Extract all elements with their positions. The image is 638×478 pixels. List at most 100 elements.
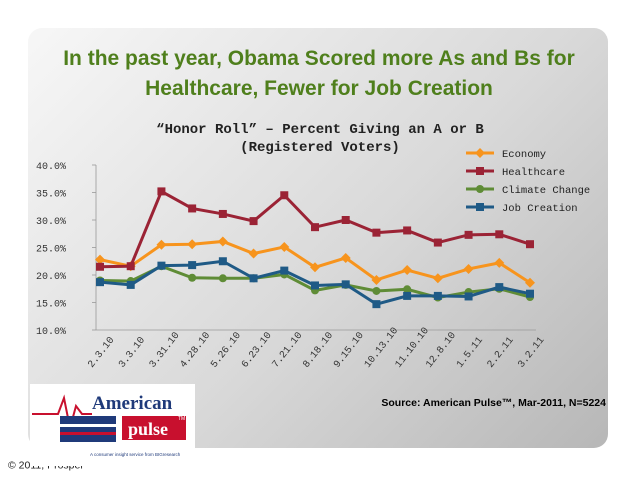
data-point <box>403 285 412 294</box>
series-job-creation <box>96 257 534 309</box>
x-tick-label: 9.15.10 <box>332 331 367 371</box>
data-point <box>494 257 505 268</box>
data-point <box>371 274 382 285</box>
data-point <box>525 277 535 288</box>
data-point <box>372 286 381 295</box>
y-axis: 40.0% 35.0% 30.0% 25.0% 20.0% 15.0% 10.0% <box>36 162 97 338</box>
data-point <box>280 266 289 275</box>
data-point <box>495 283 504 292</box>
y-tick-label: 15.0% <box>36 300 66 311</box>
data-point <box>218 257 227 266</box>
legend-item: Healthcare <box>466 167 565 179</box>
x-tick-label: 4.28.10 <box>179 331 214 371</box>
logo-word-pulse: pulse <box>128 419 168 439</box>
y-tick-label: 10.0% <box>36 327 66 338</box>
x-tick-label: 1.5.11 <box>455 335 486 370</box>
data-point <box>126 262 135 271</box>
data-point <box>464 230 473 239</box>
legend: Economy Healthcare Climate Change Job Creat… <box>466 148 590 215</box>
data-point <box>526 240 534 249</box>
american-pulse-logo: American pulse TM A consumer insight ser… <box>30 384 195 466</box>
y-tick-label: 30.0% <box>36 217 66 228</box>
data-point <box>217 236 228 247</box>
x-tick-label: 7.21.10 <box>271 331 306 371</box>
data-point <box>279 241 290 252</box>
data-point <box>464 292 473 301</box>
data-point <box>495 230 504 239</box>
chart-title-line-1: “Honor Roll” – Percent Giving an A or B <box>156 122 484 138</box>
data-point <box>249 274 258 283</box>
data-point <box>188 204 197 213</box>
y-tick-label: 25.0% <box>36 245 66 256</box>
legend-label: Climate Change <box>502 185 590 197</box>
data-point <box>95 254 105 265</box>
legend-item: Climate Change <box>466 185 590 197</box>
y-tick-label: 20.0% <box>36 272 66 283</box>
logo-word-american: American <box>92 393 173 414</box>
data-point <box>311 281 319 290</box>
data-point <box>340 252 351 263</box>
data-point <box>156 239 167 250</box>
data-point <box>249 217 258 226</box>
legend-item: Job Creation <box>466 203 578 215</box>
logo-tm: TM <box>178 416 185 422</box>
series-group <box>95 187 535 309</box>
series-healthcare <box>96 187 534 271</box>
data-point <box>157 187 166 196</box>
data-point <box>475 148 485 158</box>
x-tick-label: 2.2.11 <box>486 335 517 370</box>
data-point <box>526 289 534 298</box>
data-point <box>403 291 412 300</box>
data-point <box>218 209 227 218</box>
data-point <box>341 216 350 224</box>
legend-label: Economy <box>502 149 546 161</box>
legend-item: Economy <box>466 148 546 161</box>
y-tick-label: 40.0% <box>36 162 66 173</box>
data-point <box>188 261 197 270</box>
data-point <box>188 273 197 282</box>
logo-tagline: A consumer insight service from BIGresea… <box>90 452 181 457</box>
flag-stripe <box>60 424 116 427</box>
headline-line-1: In the past year, Obama Scored more As a… <box>63 47 575 70</box>
data-point <box>341 280 350 289</box>
legend-label: Job Creation <box>502 203 578 215</box>
flag-icon <box>60 416 116 442</box>
data-point <box>96 262 104 271</box>
flag-stripe <box>60 432 116 435</box>
data-point <box>433 238 442 247</box>
logo-pulse-badge <box>122 416 186 440</box>
x-tick-label: 2.3.10 <box>86 335 117 370</box>
data-point <box>372 228 381 237</box>
data-point <box>476 167 484 175</box>
data-point <box>126 280 135 289</box>
chart-title-line-2: (Registered Voters) <box>240 140 400 156</box>
x-tick-label: 12.8.10 <box>424 331 459 371</box>
data-point <box>403 226 412 235</box>
data-point <box>157 261 166 270</box>
x-tick-label: 3.2.11 <box>516 335 547 370</box>
data-point <box>280 191 289 200</box>
y-tick-label: 35.0% <box>36 190 66 201</box>
data-point <box>476 185 484 193</box>
data-point <box>463 263 474 274</box>
data-point <box>96 278 104 287</box>
x-tick-label: 8.18.10 <box>301 331 336 371</box>
x-tick-label: 3.3.10 <box>117 335 148 370</box>
data-point <box>402 265 413 276</box>
series-economy <box>95 236 535 288</box>
x-tick-label: 6.23.10 <box>240 331 275 371</box>
data-point <box>433 291 442 300</box>
slide-headline: In the past year, Obama Scored more As a… <box>30 44 608 104</box>
data-point <box>310 262 320 273</box>
headline-line-2: Healthcare, Fewer for Job Creation <box>145 77 493 100</box>
x-axis: 2.3.10 3.3.10 3.31.104.28.105.26.106.23.10… <box>86 326 547 371</box>
data-point <box>311 223 319 232</box>
legend-label: Healthcare <box>502 167 565 179</box>
source-note: Source: American Pulse™, Mar-2011, N=522… <box>381 397 606 409</box>
data-point <box>372 300 381 309</box>
data-point <box>187 239 198 250</box>
x-tick-label: 3.31.10 <box>148 331 183 371</box>
data-point <box>476 203 484 211</box>
data-point <box>218 274 227 283</box>
